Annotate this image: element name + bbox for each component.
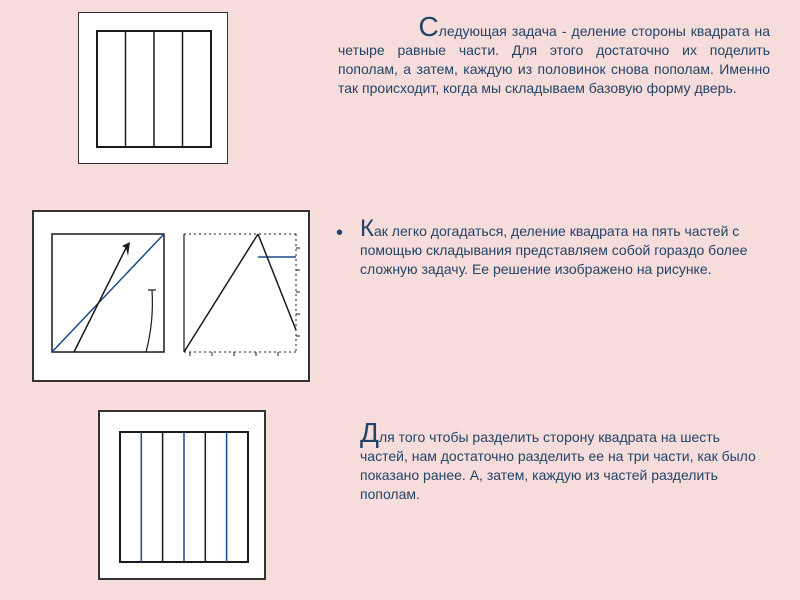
p2-dropcap: К	[360, 215, 374, 242]
p1-dropcap: С	[418, 11, 438, 42]
p2-rest: ак легко догадаться, деление квадрата на…	[360, 223, 747, 277]
diagram-fifths-svg	[34, 212, 312, 384]
paragraph-2: Как легко догадаться, деление квадрата н…	[360, 222, 756, 279]
paragraph-3: Для того чтобы разделить сторону квадрат…	[360, 426, 760, 504]
paragraph-1: Следующая задача - деление стороны квадр…	[338, 20, 770, 98]
p1-first: ледующая задача - деление	[439, 23, 627, 39]
bullet-icon: •	[336, 222, 343, 245]
p3-dropcap: Д	[360, 417, 379, 448]
diagram-sixths-frame	[98, 410, 266, 580]
diagram-fifths-frame	[32, 210, 310, 382]
p3-rest: ля того чтобы разделить сторону квадрата…	[360, 429, 756, 502]
diagram-quarters-svg	[79, 13, 229, 165]
diagram-sixths-svg	[100, 412, 268, 582]
diagram-quarters-frame	[78, 12, 228, 164]
